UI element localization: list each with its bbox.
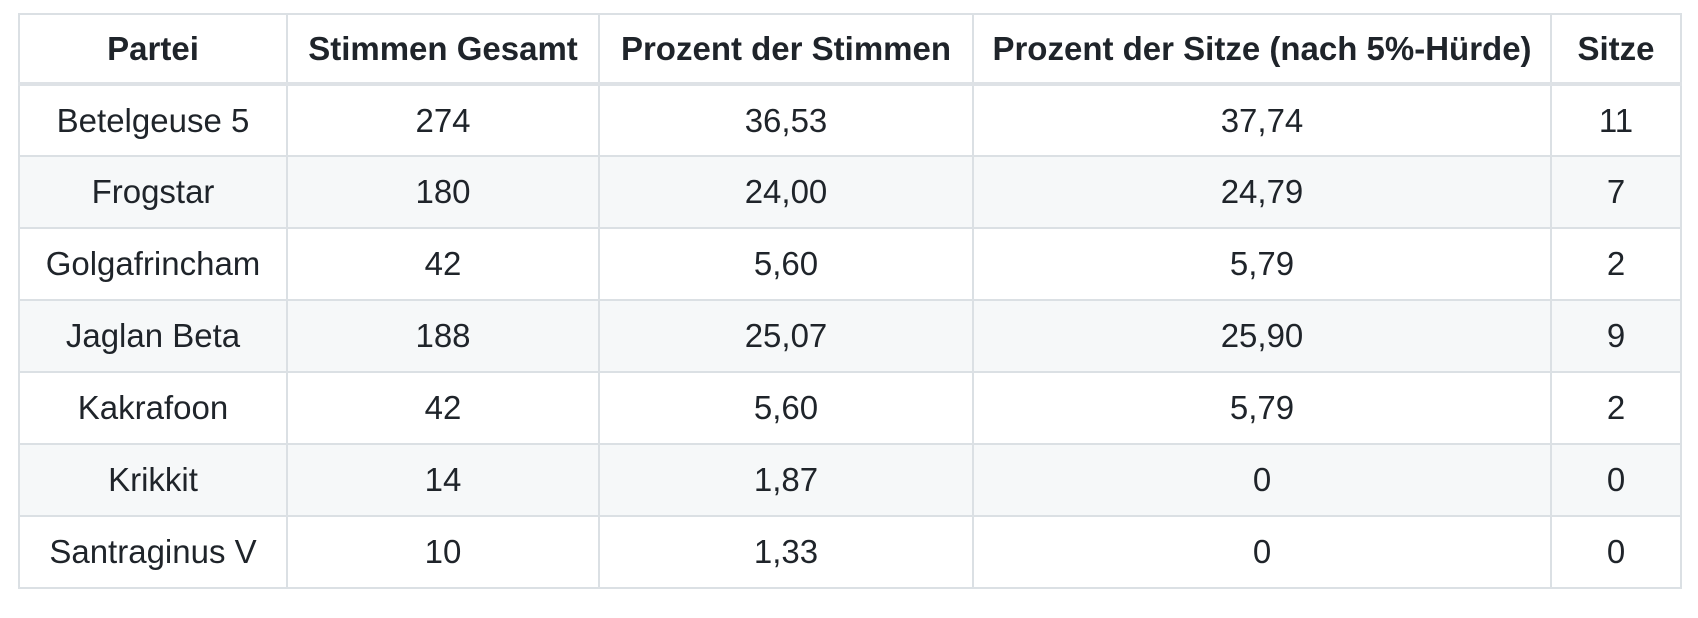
table-cell: 14 bbox=[286, 443, 600, 517]
table-cell: 42 bbox=[286, 371, 600, 445]
table-cell: 0 bbox=[1550, 515, 1682, 589]
table-cell: Santraginus V bbox=[18, 515, 288, 589]
table-cell: Kakrafoon bbox=[18, 371, 288, 445]
table-row: Golgafrincham 42 5,60 5,79 2 bbox=[18, 227, 1682, 301]
table-row: Santraginus V 10 1,33 0 0 bbox=[18, 515, 1682, 589]
table-cell: 25,07 bbox=[598, 299, 974, 373]
table-cell: Betelgeuse 5 bbox=[18, 83, 288, 157]
table-row: Frogstar 180 24,00 24,79 7 bbox=[18, 155, 1682, 229]
table-cell: 5,79 bbox=[972, 371, 1552, 445]
table-row: Krikkit 14 1,87 0 0 bbox=[18, 443, 1682, 517]
header-row: Partei Stimmen Gesamt Prozent der Stimmen P… bbox=[18, 13, 1682, 86]
table-cell: 0 bbox=[972, 515, 1552, 589]
table-cell: 11 bbox=[1550, 83, 1682, 157]
table-cell: 36,53 bbox=[598, 83, 974, 157]
table-cell: Jaglan Beta bbox=[18, 299, 288, 373]
table-row: Jaglan Beta 188 25,07 25,90 9 bbox=[18, 299, 1682, 373]
column-header: Prozent der Stimmen bbox=[598, 13, 974, 86]
column-header: Partei bbox=[18, 13, 288, 86]
table-cell: 2 bbox=[1550, 227, 1682, 301]
table-cell: 9 bbox=[1550, 299, 1682, 373]
table-cell: 42 bbox=[286, 227, 600, 301]
table-cell: Frogstar bbox=[18, 155, 288, 229]
column-header: Prozent der Sitze (nach 5%-Hürde) bbox=[972, 13, 1552, 86]
table-cell: 24,00 bbox=[598, 155, 974, 229]
table-cell: 1,33 bbox=[598, 515, 974, 589]
table-cell: 0 bbox=[972, 443, 1552, 517]
table-cell: 25,90 bbox=[972, 299, 1552, 373]
table-cell: Golgafrincham bbox=[18, 227, 288, 301]
table-body: Betelgeuse 5 274 36,53 37,74 11 Frogstar 180 24… bbox=[18, 83, 1682, 589]
table-cell: 0 bbox=[1550, 443, 1682, 517]
table-cell: 2 bbox=[1550, 371, 1682, 445]
table-cell: 188 bbox=[286, 299, 600, 373]
results-table-container: Partei Stimmen Gesamt Prozent der Stimmen P… bbox=[18, 13, 1682, 589]
table-cell: 274 bbox=[286, 83, 600, 157]
table-row: Kakrafoon 42 5,60 5,79 2 bbox=[18, 371, 1682, 445]
table-cell: 7 bbox=[1550, 155, 1682, 229]
election-results-table: Partei Stimmen Gesamt Prozent der Stimmen P… bbox=[18, 13, 1682, 589]
table-cell: 5,79 bbox=[972, 227, 1552, 301]
table-cell: 1,87 bbox=[598, 443, 974, 517]
table-cell: 5,60 bbox=[598, 371, 974, 445]
table-row: Betelgeuse 5 274 36,53 37,74 11 bbox=[18, 83, 1682, 157]
table-cell: 37,74 bbox=[972, 83, 1552, 157]
table-cell: 10 bbox=[286, 515, 600, 589]
table-cell: 24,79 bbox=[972, 155, 1552, 229]
table-cell: 180 bbox=[286, 155, 600, 229]
table-cell: 5,60 bbox=[598, 227, 974, 301]
table-header: Partei Stimmen Gesamt Prozent der Stimmen P… bbox=[18, 13, 1682, 86]
table-cell: Krikkit bbox=[18, 443, 288, 517]
column-header: Sitze bbox=[1550, 13, 1682, 86]
column-header: Stimmen Gesamt bbox=[286, 13, 600, 86]
